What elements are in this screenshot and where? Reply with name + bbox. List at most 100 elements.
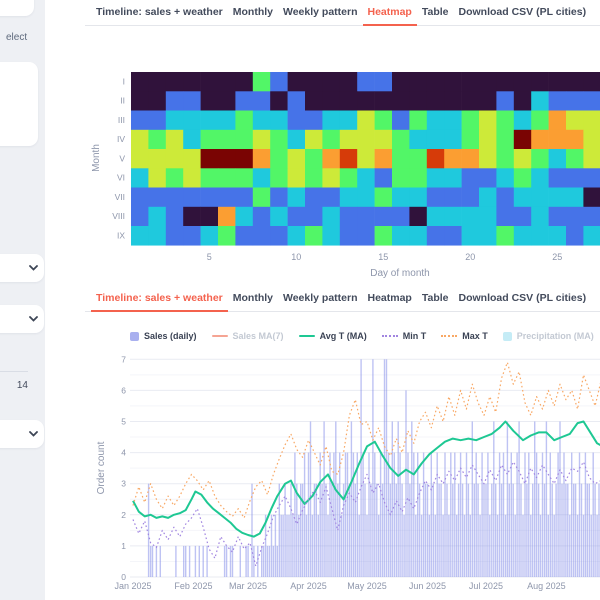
sidebar-select-3[interactable] xyxy=(0,420,44,448)
legend-label: Sales (daily) xyxy=(144,331,197,341)
heatmap-cell xyxy=(183,149,201,169)
heatmap-yaxis-title: Month xyxy=(91,144,102,172)
sales-bar xyxy=(530,514,532,577)
heatmap-cell xyxy=(548,72,567,92)
sales-bar xyxy=(426,483,429,577)
heatmap-cell xyxy=(392,149,410,169)
heatmap-cell xyxy=(322,168,341,188)
heatmap-cell xyxy=(479,129,497,150)
sales-bar xyxy=(292,514,294,577)
sales-bar xyxy=(571,452,573,577)
sales-bar xyxy=(185,545,187,577)
sales-bar xyxy=(247,545,249,577)
heatmap-cell xyxy=(374,168,393,188)
tab-heatmap[interactable]: Heatmap xyxy=(362,0,417,26)
heatmap-cell xyxy=(426,110,445,131)
heatmap-cell xyxy=(148,110,167,131)
sales-bar xyxy=(319,452,321,577)
heatmap-cell xyxy=(531,91,549,111)
tab-download-csv-pl-cities[interactable]: Download CSV (PL cities) xyxy=(458,6,587,18)
heatmap-cell xyxy=(305,129,323,150)
sales-bar xyxy=(272,545,275,577)
heatmap-cell xyxy=(357,149,375,169)
heatmap-cell xyxy=(252,72,271,92)
sales-bar xyxy=(465,452,468,577)
heatmap-cell xyxy=(444,110,462,131)
sales-bar xyxy=(422,452,425,577)
tab-monthly[interactable]: Monthly xyxy=(232,6,273,18)
sidebar-select-1[interactable] xyxy=(0,254,44,282)
legend-item-precipitation-ma[interactable]: Precipitation (MA) xyxy=(502,331,594,341)
sales-bar xyxy=(424,483,427,577)
tab-download-csv-pl-cities[interactable]: Download CSV (PL cities) xyxy=(458,292,587,304)
heatmap-ytick: V xyxy=(119,153,125,163)
heatmap-cell xyxy=(131,91,149,111)
sales-bar xyxy=(311,514,314,577)
heatmap-cell xyxy=(165,91,184,111)
tab-heatmap[interactable]: Heatmap xyxy=(367,292,412,304)
sales-bar xyxy=(524,452,526,577)
heatmap-cell xyxy=(566,226,584,246)
legend-swatch xyxy=(298,335,315,337)
sales-bar xyxy=(418,483,421,577)
legend-item-sales-daily[interactable]: Sales (daily) xyxy=(130,331,197,341)
heatmap-cell xyxy=(287,226,306,246)
city-multiselect-listbox[interactable] xyxy=(0,62,38,146)
heatmap-cell xyxy=(148,129,167,150)
heatmap-cell xyxy=(357,206,375,227)
heatmap-cell xyxy=(183,226,201,246)
sales-bar xyxy=(284,483,286,577)
tab-weekly-pattern[interactable]: Weekly pattern xyxy=(283,6,358,18)
heatmap-cell xyxy=(444,149,462,169)
heatmap-cell xyxy=(357,168,375,188)
sales-bar xyxy=(446,483,448,577)
sales-bar xyxy=(335,421,337,577)
sales-bar xyxy=(268,545,271,577)
sales-bar xyxy=(440,483,442,577)
heatmap-cell xyxy=(531,72,549,92)
heatmap-cell xyxy=(566,72,584,92)
legend-item-avg-t-ma[interactable]: Avg T (MA) xyxy=(298,331,367,341)
heatmap-ytick: VI xyxy=(117,173,125,183)
heatmap-cell xyxy=(426,91,445,111)
heatmap-cell xyxy=(583,110,600,131)
sales-bar xyxy=(434,514,436,577)
legend-item-min-t[interactable]: Min T xyxy=(381,331,426,341)
tab-timeline-sales-weather[interactable]: Timeline: sales + weather xyxy=(91,286,228,312)
tab-timeline-sales-weather[interactable]: Timeline: sales + weather xyxy=(96,6,223,18)
legend-item-sales-ma-7[interactable]: Sales MA(7) xyxy=(211,331,284,341)
sales-bar xyxy=(194,545,197,577)
sales-bar xyxy=(317,514,319,577)
sidebar-input-partial[interactable] xyxy=(0,0,34,16)
heatmap-cell xyxy=(496,149,515,169)
legend-swatch xyxy=(211,335,228,337)
sales-bar xyxy=(479,514,481,577)
sales-bar xyxy=(448,514,450,577)
heatmap-cell xyxy=(339,187,358,208)
sales-bar xyxy=(537,483,540,577)
heatmap-cell xyxy=(374,110,393,131)
legend-item-max-t[interactable]: Max T xyxy=(441,331,488,341)
heatmap-cell xyxy=(200,129,219,150)
heatmap-cell xyxy=(339,129,358,150)
tab-weekly-pattern[interactable]: Weekly pattern xyxy=(283,292,358,304)
heatmap-cell xyxy=(496,129,515,150)
heatmap-cell xyxy=(548,149,567,169)
heatmap-cell xyxy=(305,206,323,227)
sales-bar xyxy=(245,545,247,577)
sales-bar xyxy=(147,483,150,577)
sales-bar xyxy=(457,483,460,577)
sales-bar xyxy=(344,452,347,577)
heatmap-cell xyxy=(235,187,254,208)
sidebar-select-2[interactable] xyxy=(0,305,44,333)
sales-bar xyxy=(430,452,432,577)
heatmap-cell xyxy=(426,168,445,188)
heatmap-cell xyxy=(287,206,306,227)
tab-monthly[interactable]: Monthly xyxy=(232,292,273,304)
sales-bar xyxy=(339,452,341,577)
tab-table[interactable]: Table xyxy=(421,292,449,304)
tab-table[interactable]: Table xyxy=(421,6,449,18)
heatmap-cell xyxy=(200,187,219,208)
heatmap-cell xyxy=(444,72,462,92)
heatmap-cell xyxy=(461,91,480,111)
